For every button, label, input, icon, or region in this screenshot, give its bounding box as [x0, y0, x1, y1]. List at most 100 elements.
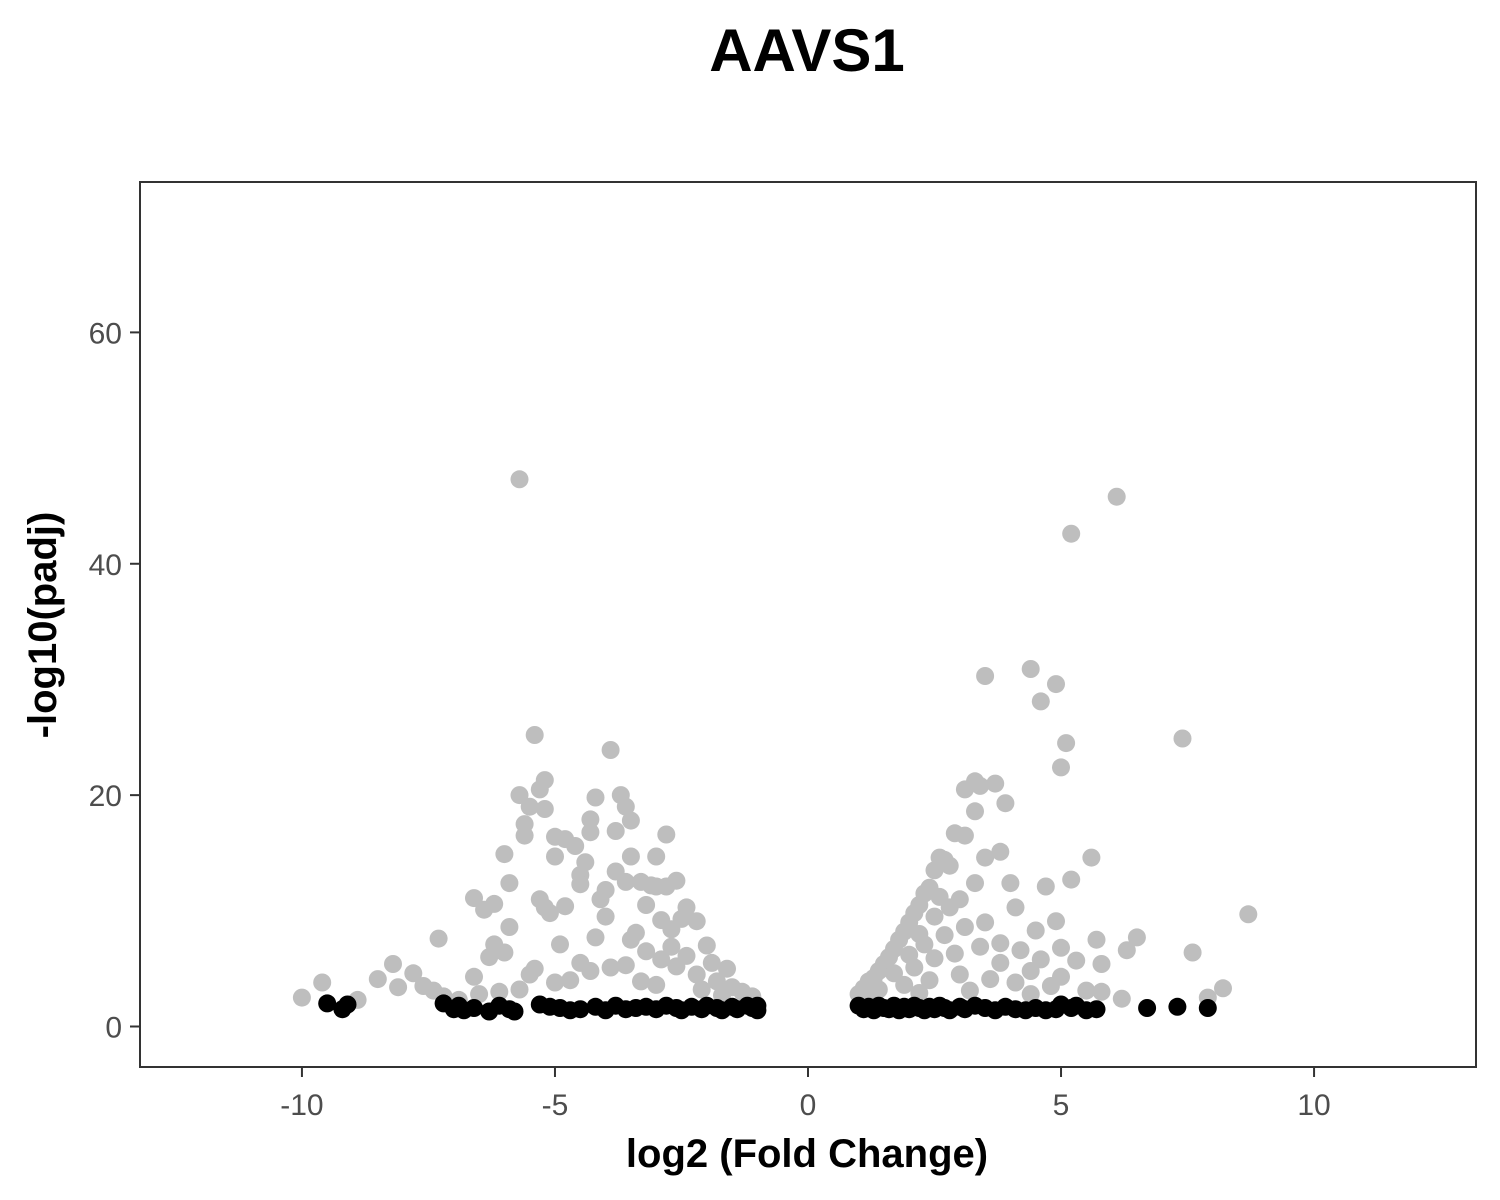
y-tick-label: 40	[89, 549, 122, 582]
data-point	[621, 930, 640, 949]
data-point	[697, 936, 716, 955]
data-point	[581, 823, 600, 842]
data-point	[566, 837, 585, 855]
data-point	[465, 889, 483, 908]
x-tick-label: 5	[1053, 1089, 1070, 1122]
data-point	[940, 856, 959, 875]
chart-title: AAVS1	[709, 17, 905, 84]
data-point	[510, 980, 529, 999]
series-1	[318, 994, 1217, 1021]
data-point	[1026, 921, 1045, 940]
data-point	[581, 962, 600, 980]
data-point	[687, 965, 706, 984]
data-point	[576, 853, 595, 872]
data-point	[677, 946, 696, 965]
data-point	[586, 788, 605, 807]
data-point	[915, 935, 934, 954]
data-point	[546, 847, 564, 866]
data-point	[313, 973, 332, 992]
data-point	[616, 872, 635, 891]
data-point	[551, 935, 569, 954]
data-point	[976, 848, 995, 867]
data-point	[495, 845, 514, 864]
data-point	[996, 794, 1015, 813]
data-point	[971, 776, 990, 795]
data-point	[465, 967, 483, 986]
data-point	[1052, 758, 1070, 777]
y-tick-label: 0	[105, 1012, 122, 1045]
data-point	[966, 802, 984, 821]
data-point	[1047, 675, 1065, 694]
data-point	[571, 875, 590, 894]
data-point	[616, 797, 635, 816]
data-point	[556, 897, 575, 916]
data-point	[586, 928, 605, 947]
data-point	[991, 953, 1010, 972]
data-point	[647, 975, 666, 994]
x-axis-title: log2 (Fold Change)	[626, 1132, 988, 1176]
y-axis-title: -log10(padj)	[21, 512, 65, 739]
data-point	[647, 847, 666, 866]
data-point	[601, 741, 620, 759]
data-point	[1006, 898, 1025, 917]
data-point	[1047, 912, 1065, 931]
points-layer	[292, 470, 1258, 1021]
data-point	[535, 800, 554, 818]
data-point	[707, 972, 726, 991]
data-point	[950, 965, 969, 984]
data-point	[510, 470, 529, 489]
data-point	[510, 786, 529, 805]
data-point	[1021, 660, 1040, 678]
data-point	[692, 980, 711, 999]
data-point	[945, 944, 964, 963]
data-point	[637, 942, 656, 961]
y-tick-label: 20	[89, 780, 122, 813]
data-point	[976, 667, 995, 685]
data-point	[905, 958, 924, 977]
data-point	[318, 994, 337, 1013]
data-point	[950, 890, 969, 909]
data-point	[966, 874, 984, 893]
data-point	[935, 926, 954, 945]
data-point	[1062, 524, 1081, 543]
data-point	[667, 871, 686, 890]
x-tick-label: -5	[542, 1089, 569, 1122]
data-point	[1082, 848, 1101, 867]
data-point	[1036, 877, 1055, 896]
data-point	[1087, 1000, 1106, 1019]
data-point	[561, 971, 580, 990]
data-point	[976, 913, 995, 932]
data-point	[525, 726, 544, 744]
data-point	[495, 943, 514, 962]
data-point	[1031, 950, 1050, 969]
data-point	[1021, 985, 1040, 1004]
data-point	[1052, 938, 1070, 957]
data-point	[920, 971, 939, 990]
data-point	[292, 988, 311, 1007]
data-point	[581, 810, 600, 829]
data-point	[490, 982, 509, 1001]
data-point	[1011, 941, 1030, 960]
data-point	[687, 912, 706, 931]
data-point	[465, 999, 483, 1017]
data-point	[601, 958, 620, 977]
data-point	[535, 771, 554, 790]
data-point	[525, 959, 544, 978]
data-point	[991, 842, 1010, 861]
data-point	[505, 1002, 524, 1021]
data-point	[338, 995, 357, 1014]
y-tick-label: 60	[89, 317, 122, 350]
data-point	[596, 907, 615, 926]
data-point	[895, 975, 914, 994]
data-point	[616, 956, 635, 975]
data-point	[1041, 977, 1060, 995]
data-point	[621, 811, 640, 830]
plot-panel	[140, 182, 1476, 1067]
data-point	[991, 934, 1010, 953]
data-point	[1173, 729, 1192, 748]
data-point	[1001, 874, 1020, 893]
data-point	[515, 815, 534, 834]
data-point	[971, 937, 990, 956]
data-point	[925, 949, 944, 968]
